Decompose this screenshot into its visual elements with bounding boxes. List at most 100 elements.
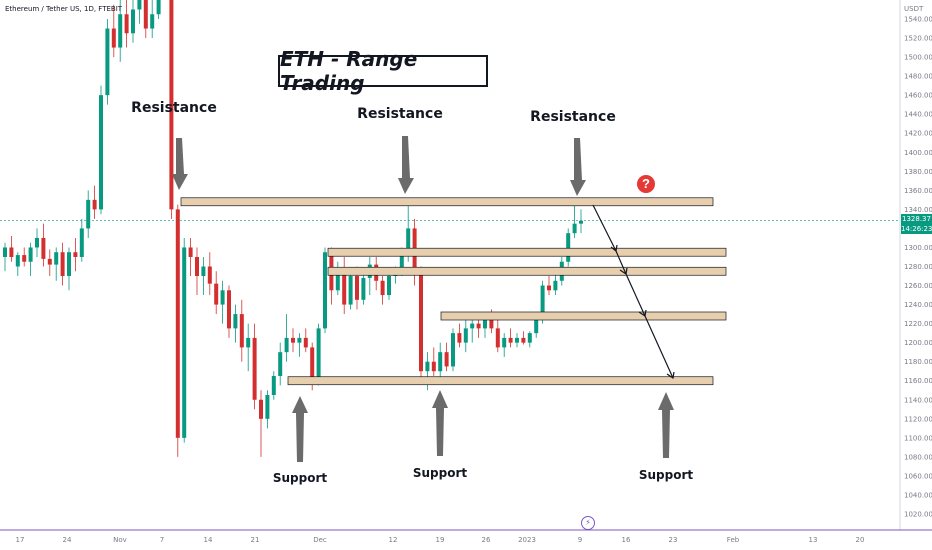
y-tick-label: 1460.00 [904,92,932,100]
candle-body [54,252,59,265]
candle-body [348,276,353,305]
candle-body [105,28,110,96]
x-tick-label: 23 [669,536,678,544]
y-tick-label: 1340.00 [904,206,932,214]
candle-body [451,333,455,367]
y-tick-label: 1440.00 [904,111,932,119]
x-tick-label: 12 [389,536,398,544]
x-tick-label: 13 [809,536,818,544]
candle-body [297,337,302,343]
resistance-arrow-1 [172,138,188,190]
candle-body [265,395,270,419]
candle-body [118,14,123,48]
y-tick-label: 1220.00 [904,320,932,328]
candle-body [566,233,571,262]
x-tick-label: 17 [16,536,25,544]
range-zone [180,197,714,207]
candle-body [540,285,545,319]
candle-body [28,247,33,262]
candle-body [495,328,500,348]
candle-body [227,290,231,329]
y-tick-label: 1160.00 [904,377,932,385]
candle-body [73,252,78,257]
candle-body [67,252,71,277]
projection-path [592,204,675,380]
candle-body [515,337,519,343]
candle-body [521,337,526,343]
y-tick-label: 1240.00 [904,301,932,309]
candle-body [419,271,423,372]
y-tick-label: 1200.00 [904,339,932,347]
candle-body [246,337,251,348]
x-tick-label: 2023 [518,536,536,544]
candle-body [553,280,558,291]
last-price-value: 1328.37 [902,215,931,223]
x-tick-label: 7 [160,536,164,544]
candle-body [508,337,513,343]
candle-body [220,290,225,305]
question-icon: ? [637,175,655,193]
y-tick-label: 1120.00 [904,415,932,423]
candle-body [399,252,404,272]
candle-body [214,283,219,305]
candle-body [470,323,475,329]
resistance-label-3: Resistance [530,109,616,125]
candle-body [425,361,430,372]
candle-body [150,14,155,29]
candle-body [444,352,449,367]
y-tick-label: 1400.00 [904,149,932,157]
x-tick-label: Dec [313,536,327,544]
candle-body [156,0,161,15]
y-tick-label: 1380.00 [904,168,932,176]
x-tick-label: Nov [113,536,127,544]
candle-body [47,258,52,265]
candle-body [323,252,327,329]
candle-body [316,328,321,381]
support-arrow-3 [658,392,674,458]
candle-body [239,314,244,348]
lightning-icon[interactable]: ⚡ [581,516,595,530]
candle-body [457,333,462,343]
candle-body [355,276,359,300]
candle-body [79,228,84,257]
x-tick-label: 9 [578,536,582,544]
x-tick-label: 21 [251,536,260,544]
candle-body [438,352,443,372]
y-tick-label: 1060.00 [904,472,932,480]
candle-body [489,318,494,329]
range-zone [287,376,714,386]
candle-body [476,323,481,329]
x-tick-label: 14 [204,536,213,544]
candle-body [380,280,385,296]
candle-body [310,347,315,381]
candle-body [41,237,46,259]
candle-body [387,276,391,296]
candle-body [137,0,142,10]
candle-body [527,333,532,343]
y-tick-label: 1500.00 [904,54,932,62]
countdown-value: 14:26:23 [901,225,932,233]
range-zones [180,197,727,386]
candle-body [252,337,257,400]
candle-body [35,237,39,248]
candle-body [182,247,187,438]
y-tick-label: 1100.00 [904,434,932,442]
candle-body [406,228,411,253]
support-label-2: Support [413,466,468,480]
resistance-label-2: Resistance [357,106,443,122]
candle-body [579,220,583,224]
x-tick-label: Feb [727,536,740,544]
candle-body [143,0,148,29]
candle-body [233,314,238,329]
x-tick-label: 24 [63,536,72,544]
symbol-header[interactable]: Ethereum / Tether US, 1D, FTEBIT [5,5,123,13]
candle-body [207,266,212,284]
candle-body [124,14,129,34]
candle-body [111,28,116,48]
candle-body [278,352,283,376]
support-label-3: Support [639,468,694,482]
candle-body [22,255,27,262]
candle-body [361,277,366,300]
candle-body [86,199,91,229]
